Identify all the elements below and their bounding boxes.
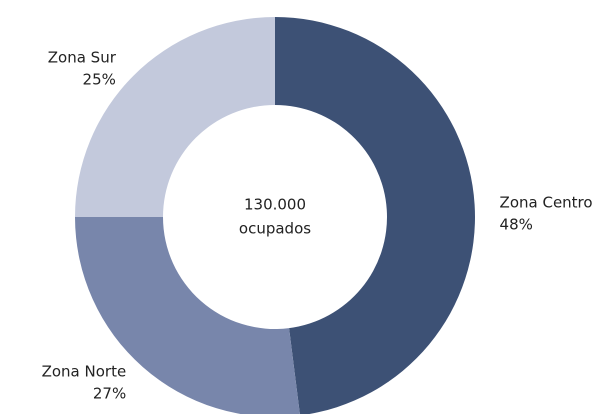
- value-label: 25%: [83, 70, 116, 88]
- center-text: 130.000: [244, 196, 306, 214]
- value-label: 27%: [93, 385, 126, 403]
- donut-segment: [275, 17, 475, 414]
- segment-label: Zona Sur: [48, 48, 117, 66]
- donut-segment: [75, 17, 275, 217]
- value-label: 48%: [500, 215, 533, 233]
- segment-label: Zona Norte: [42, 363, 127, 381]
- donut-segment: [75, 217, 300, 414]
- segment-label: Zona Centro: [500, 193, 593, 211]
- center-text: ocupados: [239, 220, 311, 238]
